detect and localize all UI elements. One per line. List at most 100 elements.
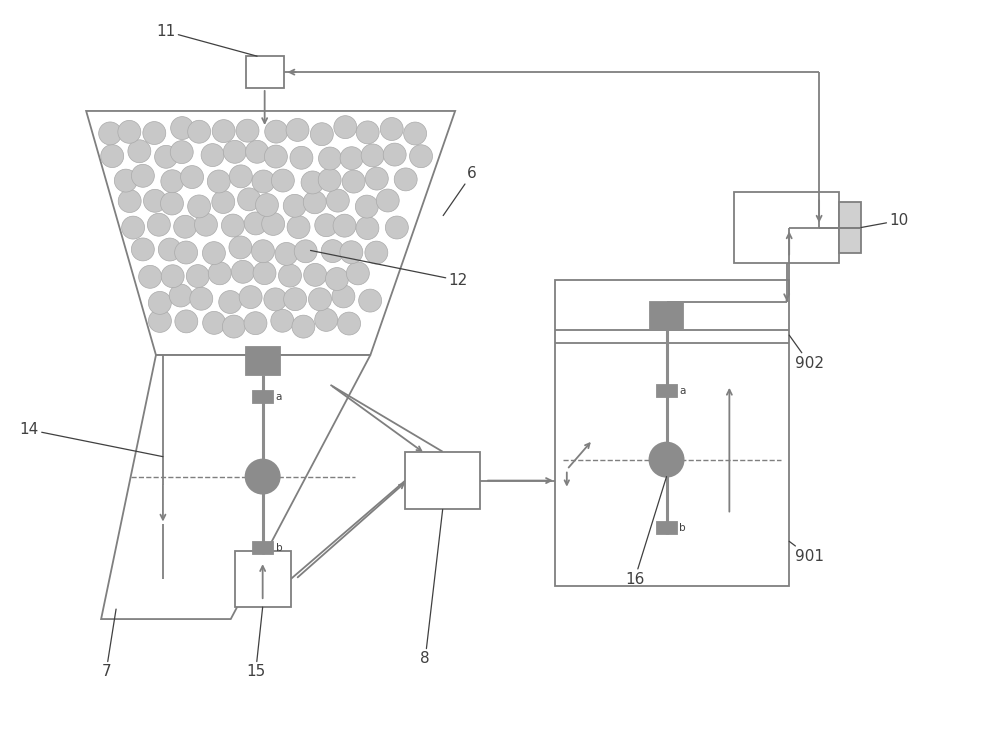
Circle shape xyxy=(161,265,184,287)
Circle shape xyxy=(265,121,288,143)
Circle shape xyxy=(202,242,225,265)
Text: b: b xyxy=(680,523,686,534)
Circle shape xyxy=(271,169,294,192)
Circle shape xyxy=(650,442,683,476)
Circle shape xyxy=(380,118,403,140)
Text: 15: 15 xyxy=(246,607,265,679)
Circle shape xyxy=(238,188,261,211)
Circle shape xyxy=(223,140,246,163)
Circle shape xyxy=(365,241,388,264)
Circle shape xyxy=(361,144,384,167)
Circle shape xyxy=(239,286,262,309)
Circle shape xyxy=(283,194,306,218)
Bar xyxy=(657,385,677,397)
Circle shape xyxy=(252,170,275,193)
Circle shape xyxy=(310,123,333,146)
Polygon shape xyxy=(101,355,370,619)
Bar xyxy=(246,56,284,88)
Circle shape xyxy=(169,284,192,307)
Circle shape xyxy=(286,118,309,141)
Circle shape xyxy=(252,240,274,262)
Bar xyxy=(650,302,683,330)
Text: 10: 10 xyxy=(861,213,909,228)
Bar xyxy=(253,542,273,554)
Text: b: b xyxy=(276,543,282,553)
Text: 12: 12 xyxy=(311,251,468,288)
Circle shape xyxy=(175,241,198,264)
Circle shape xyxy=(188,121,211,143)
Circle shape xyxy=(264,145,287,168)
Circle shape xyxy=(253,262,276,284)
Circle shape xyxy=(256,193,278,217)
Circle shape xyxy=(287,215,310,239)
Bar xyxy=(246,347,280,375)
Circle shape xyxy=(318,168,341,191)
Circle shape xyxy=(340,147,363,170)
Circle shape xyxy=(229,236,252,259)
Circle shape xyxy=(315,309,338,331)
Text: 8: 8 xyxy=(420,509,443,667)
Circle shape xyxy=(376,189,399,212)
Circle shape xyxy=(333,214,356,237)
Bar xyxy=(405,452,480,509)
Circle shape xyxy=(131,238,154,261)
Circle shape xyxy=(246,140,269,163)
Circle shape xyxy=(315,214,338,237)
Circle shape xyxy=(139,265,162,288)
Circle shape xyxy=(404,122,427,145)
Circle shape xyxy=(342,171,365,193)
Circle shape xyxy=(122,216,145,239)
Circle shape xyxy=(161,192,183,215)
Circle shape xyxy=(236,119,259,142)
Text: 902: 902 xyxy=(789,335,824,370)
Text: 901: 901 xyxy=(789,542,824,564)
Circle shape xyxy=(207,170,230,193)
Circle shape xyxy=(385,216,408,239)
Circle shape xyxy=(355,195,378,218)
Circle shape xyxy=(290,146,313,169)
Circle shape xyxy=(334,115,357,139)
Text: 14: 14 xyxy=(20,423,163,456)
Circle shape xyxy=(203,312,226,334)
Circle shape xyxy=(190,287,213,310)
Text: 11: 11 xyxy=(156,24,257,56)
Circle shape xyxy=(304,263,327,287)
Text: a: a xyxy=(680,386,686,396)
Circle shape xyxy=(326,189,349,212)
Circle shape xyxy=(99,122,122,145)
Circle shape xyxy=(383,143,406,166)
Circle shape xyxy=(275,243,298,265)
Circle shape xyxy=(321,240,344,262)
Bar xyxy=(734,192,839,263)
Circle shape xyxy=(244,312,267,334)
Bar xyxy=(657,523,677,534)
Circle shape xyxy=(325,268,348,290)
Circle shape xyxy=(356,121,379,144)
Circle shape xyxy=(118,190,141,212)
Circle shape xyxy=(262,212,285,235)
Circle shape xyxy=(148,309,171,332)
Circle shape xyxy=(170,140,193,164)
Circle shape xyxy=(161,170,184,193)
Circle shape xyxy=(147,213,170,236)
Circle shape xyxy=(101,145,124,168)
Polygon shape xyxy=(86,111,455,355)
Circle shape xyxy=(244,212,267,235)
Text: 6: 6 xyxy=(443,166,477,215)
Circle shape xyxy=(188,195,211,218)
Circle shape xyxy=(359,289,382,312)
Circle shape xyxy=(158,238,181,261)
Circle shape xyxy=(365,167,388,190)
Circle shape xyxy=(279,264,301,287)
Circle shape xyxy=(356,217,379,240)
Circle shape xyxy=(195,213,217,236)
Circle shape xyxy=(338,312,361,335)
Circle shape xyxy=(229,165,252,188)
Circle shape xyxy=(171,117,194,140)
Circle shape xyxy=(118,121,141,143)
Circle shape xyxy=(294,240,317,262)
Circle shape xyxy=(212,190,235,213)
Circle shape xyxy=(264,288,287,311)
Circle shape xyxy=(174,215,197,238)
Circle shape xyxy=(301,171,324,194)
